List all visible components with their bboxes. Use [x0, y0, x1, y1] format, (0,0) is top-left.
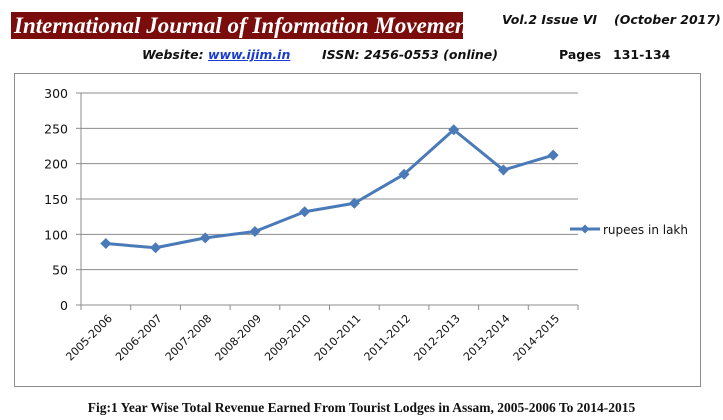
- website-line: Website: www.ijim.in: [142, 47, 290, 62]
- x-tick-label: 2012-2013: [411, 312, 463, 364]
- data-point-2014-2015: [547, 149, 559, 161]
- y-tick-label: 200: [44, 157, 68, 172]
- data-point-2008-2009: [249, 226, 261, 238]
- figure-caption: Fig:1 Year Wise Total Revenue Earned Fro…: [87, 400, 636, 415]
- x-tick-label: 2009-2010: [262, 312, 314, 364]
- x-tick-label: 2006-2007: [113, 312, 165, 364]
- x-tick-label: 2005-2006: [63, 312, 115, 364]
- series-line-0: [105, 128, 554, 250]
- legend-label: rupees in lakh: [603, 223, 688, 237]
- y-tick-label: 0: [60, 298, 68, 313]
- pages-label: Pages: [559, 47, 602, 62]
- data-point-2012-2013: [448, 124, 460, 136]
- data-point-2006-2007: [150, 242, 162, 254]
- x-tick-labels: 2005-20062006-20072007-20082008-20092009…: [63, 312, 562, 364]
- website-label: Website:: [142, 47, 204, 62]
- data-point-2009-2010: [299, 206, 311, 218]
- chart-frame: [14, 73, 701, 387]
- issn: ISSN: 2456-0553 (online): [322, 47, 499, 62]
- journal-title-banner: International Journal of Information Mov…: [11, 12, 463, 39]
- data-point-2013-2014: [497, 164, 509, 176]
- series: [100, 124, 559, 254]
- y-tick-label: 50: [52, 263, 68, 278]
- pages-value: 131-134: [613, 47, 671, 62]
- x-tick-label: 2008-2009: [212, 312, 264, 364]
- x-tick-label: 2013-2014: [461, 312, 513, 364]
- y-tick-label: 300: [44, 86, 68, 101]
- y-tick-label: 150: [44, 192, 68, 207]
- data-point-2005-2006: [100, 238, 112, 250]
- y-tick-labels: 0 50 100 150 200 250 300: [44, 86, 68, 313]
- volume-issue: Vol.2 Issue VI: [502, 12, 598, 27]
- x-tick-label: 2010-2011: [312, 312, 364, 364]
- axes: [76, 92, 579, 310]
- legend-diamond-icon: [580, 224, 590, 234]
- y-tick-label: 250: [44, 121, 68, 136]
- y-tick-label: 100: [44, 227, 68, 242]
- issue-date: (October 2017): [614, 12, 721, 27]
- x-tick-label: 2014-2015: [511, 312, 563, 364]
- data-point-2010-2011: [348, 197, 360, 209]
- x-tick-label: 2007-2008: [163, 312, 215, 364]
- legend: rupees in lakh: [570, 223, 688, 237]
- data-point-2007-2008: [199, 232, 211, 244]
- x-tick-label: 2011-2012: [362, 312, 414, 364]
- website-link[interactable]: www.ijim.in: [207, 47, 291, 62]
- data-point-2011-2012: [398, 168, 410, 180]
